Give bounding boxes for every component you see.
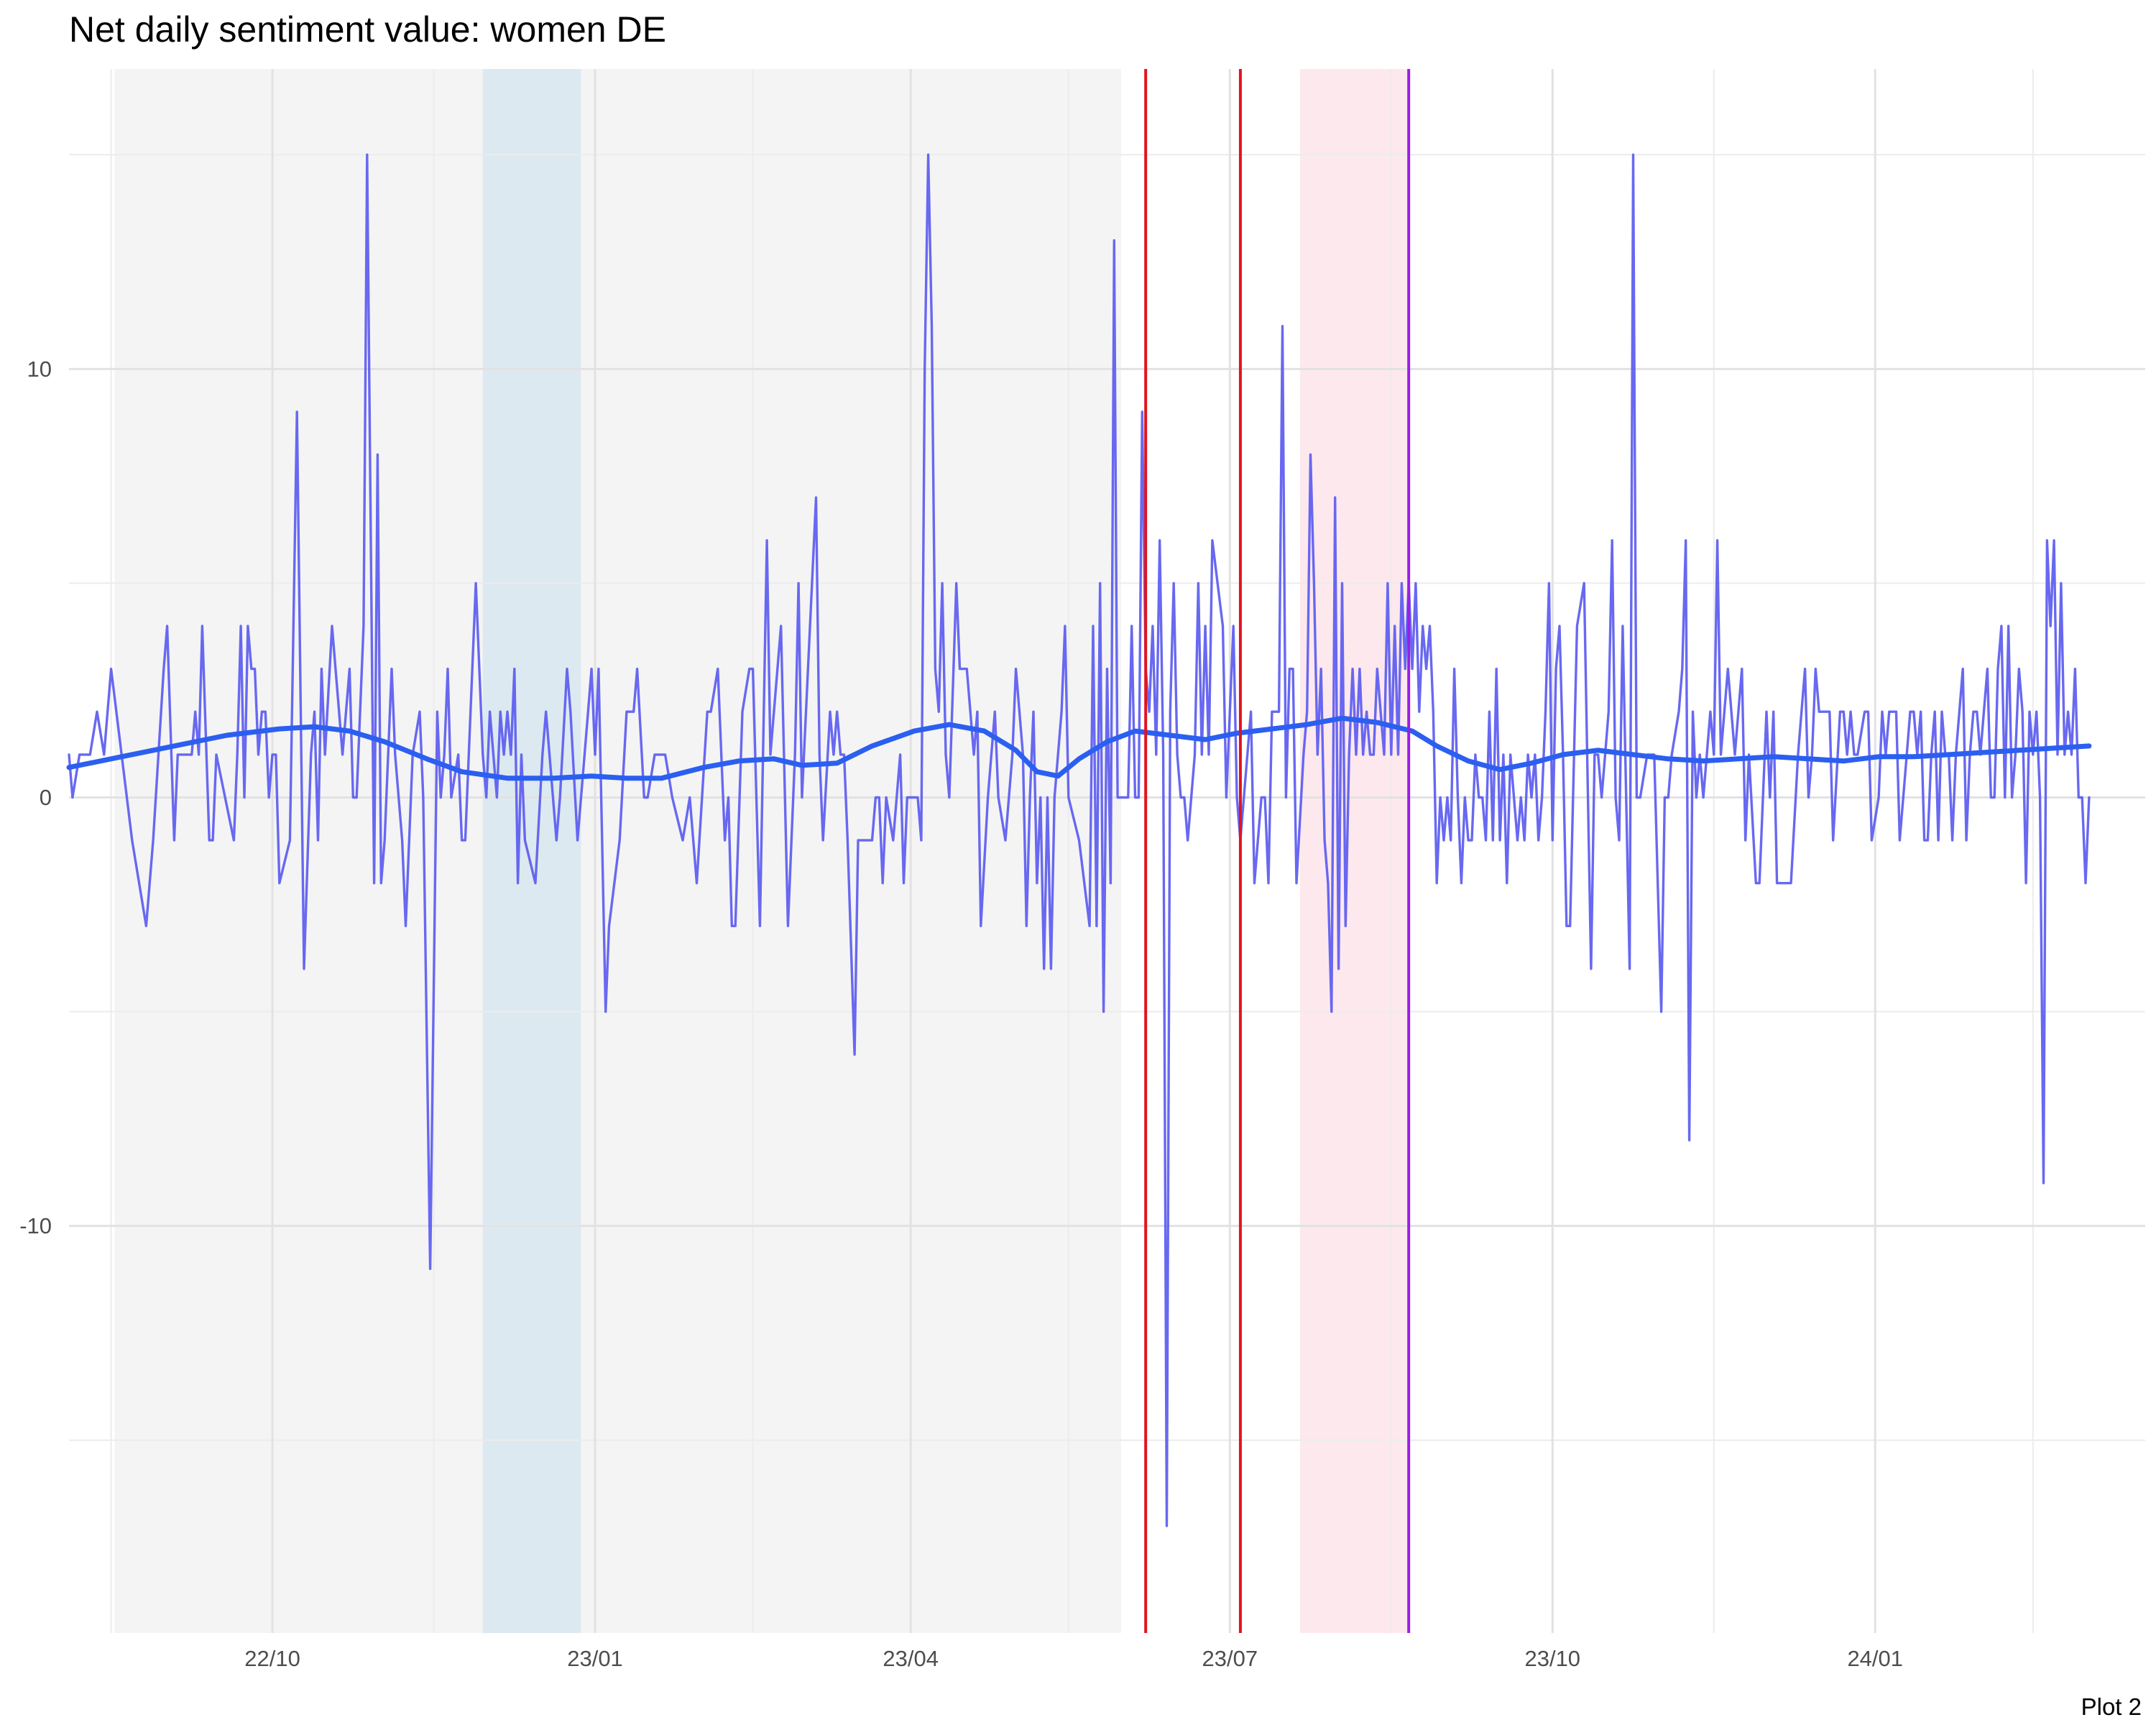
x-tick-label: 23/01 — [567, 1646, 623, 1671]
trend-line — [66, 715, 2092, 781]
x-tick-label: 22/10 — [244, 1646, 300, 1671]
y-tick-label: 10 — [27, 356, 52, 382]
y-tick-label: -10 — [19, 1213, 52, 1238]
y-tick-labels: -10 0 10 — [19, 356, 52, 1238]
major-gridlines — [69, 69, 2145, 1633]
chart-title: Net daily sentiment value: women DE — [69, 9, 666, 50]
vertical-marker-lines — [1144, 69, 1411, 1633]
x-tick-label: 23/07 — [1202, 1646, 1258, 1671]
x-tick-label: 23/04 — [883, 1646, 939, 1671]
minor-gridlines — [69, 69, 2145, 1633]
x-tick-label: 24/01 — [1847, 1646, 1903, 1671]
series-layer — [66, 153, 2092, 1527]
x-tick-labels: 22/10 23/01 23/04 23/07 23/10 24/01 — [244, 1646, 1903, 1671]
daily-sentiment-line — [68, 153, 2091, 1527]
y-tick-label: 0 — [40, 785, 52, 810]
shaded-period-2 — [1299, 69, 1409, 1633]
x-tick-label: 23/10 — [1524, 1646, 1580, 1671]
shaded-period-1 — [482, 69, 581, 1633]
plot-caption: Plot 2 — [2081, 1693, 2142, 1720]
